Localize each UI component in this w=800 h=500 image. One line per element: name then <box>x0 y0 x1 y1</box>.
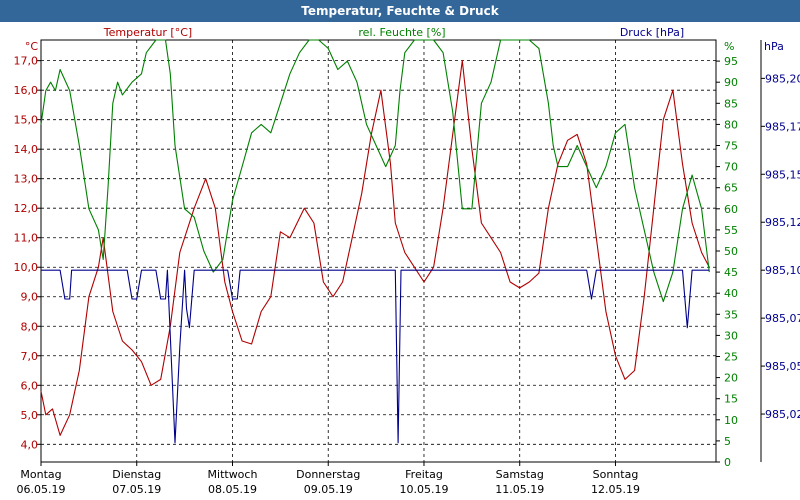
x-date-label: 10.05.19 <box>399 483 448 496</box>
humidity-tick-label: 35 <box>724 308 738 321</box>
humidity-tick-label: 40 <box>724 287 738 300</box>
pressure-tick-label: 985,20 <box>765 72 800 85</box>
pressure-tick-label: 985,12 <box>765 216 800 229</box>
chart-svg: 4,0 5,0 6,0 7,0 8,0 9,0 10,0 11,0 12,0 13,0 14,0 15… <box>14 26 800 496</box>
humidity-tick-label: 25 <box>724 351 738 364</box>
humidity-tick-label: 80 <box>724 118 738 131</box>
pressure-tick-label: 985,17 <box>765 120 800 133</box>
humidity-tick-label: 45 <box>724 266 738 279</box>
x-day-label: Dienstag <box>112 468 161 481</box>
humidity-tick-label: 30 <box>724 329 738 342</box>
humidity-tick-label: 90 <box>724 76 738 89</box>
humidity-tick-label: 85 <box>724 97 738 110</box>
humidity-tick-label: 0 <box>724 456 731 469</box>
chart-title: Temperatur, Feuchte & Druck <box>0 0 800 22</box>
x-date-label: 06.05.19 <box>17 483 66 496</box>
x-day-label: Sonntag <box>593 468 639 481</box>
humidity-tick-label: 95 <box>724 55 738 68</box>
humidity-tick-label: 20 <box>724 372 738 385</box>
temperature-tick-label: 12,0 <box>14 202 39 215</box>
temperature-tick-label: 14,0 <box>14 143 39 156</box>
x-date-label: 08.05.19 <box>208 483 257 496</box>
x-day-label: Freitag <box>405 468 443 481</box>
x-date-label: 11.05.19 <box>495 483 544 496</box>
temperature-line <box>40 60 710 436</box>
temperature-tick-label: 11,0 <box>14 232 39 245</box>
x-date-label: 12.05.19 <box>591 483 640 496</box>
pressure-tick-label: 985,02 <box>765 408 800 421</box>
x-date-label: 09.05.19 <box>304 483 353 496</box>
pressure-unit: hPa <box>764 40 784 53</box>
grid <box>41 40 716 462</box>
temperature-tick-label: 17,0 <box>14 55 39 68</box>
x-day-label: Samstag <box>496 468 544 481</box>
temperature-tick-label: 15,0 <box>14 114 39 127</box>
temperature-tick-label: 10,0 <box>14 261 39 274</box>
humidity-tick-label: 50 <box>724 245 738 258</box>
humidity-tick-label: 5 <box>724 435 731 448</box>
pressure-tick-label: 985,10 <box>765 264 800 277</box>
temperature-tick-label: 13,0 <box>14 173 39 186</box>
pressure-line <box>41 269 710 444</box>
humidity-tick-label: 10 <box>724 414 738 427</box>
temperature-tick-label: 7,0 <box>21 350 39 363</box>
x-day-label: Donnerstag <box>296 468 360 481</box>
humidity-tick-label: 60 <box>724 203 738 216</box>
temperature-tick-label: 8,0 <box>21 320 39 333</box>
pressure-tick-label: 985,05 <box>765 360 800 373</box>
x-day-label: Montag <box>20 468 61 481</box>
pressure-axis-label: Druck [hPa] <box>620 26 684 39</box>
axis-labels: Temperatur [°C] rel. Feuchte [%] Druck [… <box>25 26 784 53</box>
humidity-axis-label: rel. Feuchte [%] <box>358 26 445 39</box>
series-lines <box>40 39 710 444</box>
temperature-tick-label: 9,0 <box>21 291 39 304</box>
temperature-axis-label: Temperatur [°C] <box>103 26 192 39</box>
humidity-unit: % <box>724 40 734 53</box>
x-date-label: 07.05.19 <box>112 483 161 496</box>
temperature-tick-label: 4,0 <box>21 438 39 451</box>
humidity-line <box>40 39 710 303</box>
temperature-tick-label: 16,0 <box>14 84 39 97</box>
pressure-tick-label: 985,15 <box>765 168 800 181</box>
humidity-tick-label: 65 <box>724 182 738 195</box>
axes: 4,0 5,0 6,0 7,0 8,0 9,0 10,0 11,0 12,0 13,0 14,0 15… <box>14 39 800 496</box>
temperature-unit: °C <box>25 40 39 53</box>
humidity-tick-label: 15 <box>724 393 738 406</box>
pressure-tick-label: 985,07 <box>765 312 800 325</box>
temperature-tick-label: 6,0 <box>21 379 39 392</box>
humidity-tick-label: 55 <box>724 224 738 237</box>
temperature-tick-label: 5,0 <box>21 409 39 422</box>
humidity-tick-label: 75 <box>724 140 738 153</box>
x-day-label: Mittwoch <box>208 468 258 481</box>
humidity-tick-label: 70 <box>724 161 738 174</box>
